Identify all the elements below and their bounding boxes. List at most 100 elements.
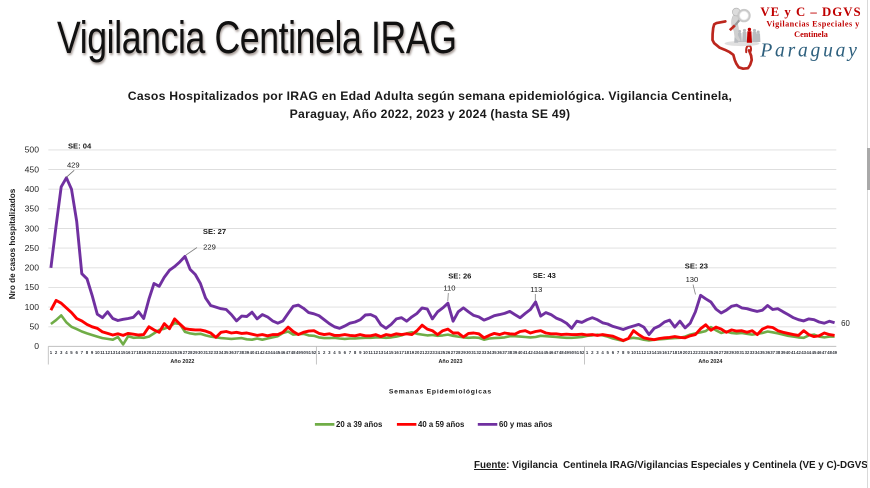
svg-text:SE: 43: SE: 43 [533,271,556,280]
svg-text:60 y mas años: 60 y mas años [499,420,553,429]
svg-text:51: 51 [574,350,579,355]
svg-text:48: 48 [559,350,564,355]
svg-text:500: 500 [25,145,40,155]
svg-text:25: 25 [172,350,177,355]
svg-text:8: 8 [622,350,625,355]
svg-text:43: 43 [801,350,806,355]
svg-text:6: 6 [612,350,615,355]
svg-text:7: 7 [349,350,352,355]
svg-text:40: 40 [786,350,791,355]
svg-text:38: 38 [776,350,781,355]
svg-text:19: 19 [678,350,683,355]
svg-text:46: 46 [281,350,286,355]
svg-text:130: 130 [686,275,699,284]
svg-text:2: 2 [591,350,594,355]
svg-text:31: 31 [203,350,208,355]
svg-text:2: 2 [323,350,326,355]
svg-text:18: 18 [672,350,677,355]
svg-text:Vigilancias Especiales y: Vigilancias Especiales y [766,19,860,28]
svg-text:15: 15 [121,350,126,355]
svg-text:40 a 59 años: 40 a 59 años [418,420,465,429]
svg-text:47: 47 [286,350,291,355]
svg-text:24: 24 [703,350,708,355]
svg-text:13: 13 [647,350,652,355]
svg-text:Año 2022: Año 2022 [170,359,194,365]
svg-text:110: 110 [443,284,455,293]
svg-text:13: 13 [110,350,115,355]
svg-text:48: 48 [291,350,296,355]
svg-text:0: 0 [34,341,39,351]
svg-text:15: 15 [389,350,394,355]
svg-text:30: 30 [734,350,739,355]
svg-text:10: 10 [363,350,368,355]
svg-text:32: 32 [745,350,750,355]
svg-text:1: 1 [586,350,589,355]
svg-text:2: 2 [55,350,58,355]
svg-text:Año 2023: Año 2023 [439,359,463,365]
svg-text:50: 50 [301,350,306,355]
svg-text:35: 35 [224,350,229,355]
svg-text:52: 52 [312,350,317,355]
svg-text:4: 4 [333,350,336,355]
svg-text:29: 29 [193,350,198,355]
svg-text:38: 38 [239,350,244,355]
svg-text:33: 33 [750,350,755,355]
svg-text:26: 26 [177,350,182,355]
svg-text:20: 20 [683,350,688,355]
svg-text:450: 450 [25,164,40,174]
svg-text:4: 4 [65,350,68,355]
svg-text:26: 26 [446,350,451,355]
svg-text:52: 52 [580,350,585,355]
svg-text:25: 25 [709,350,714,355]
svg-text:37: 37 [770,350,775,355]
svg-text:43: 43 [265,350,270,355]
svg-text:16: 16 [394,350,399,355]
svg-text:44: 44 [538,350,543,355]
svg-text:30: 30 [466,350,471,355]
svg-text:229: 229 [203,242,216,251]
svg-text:49: 49 [296,350,301,355]
svg-text:3: 3 [328,350,331,355]
svg-text:60: 60 [841,319,850,328]
svg-text:100: 100 [25,302,40,312]
svg-text:36: 36 [229,350,234,355]
svg-text:44: 44 [270,350,275,355]
svg-text:11: 11 [368,350,373,355]
svg-text:14: 14 [384,350,389,355]
svg-text:29: 29 [729,350,734,355]
svg-text:VE y C – DGVS: VE y C – DGVS [760,5,861,19]
svg-text:46: 46 [549,350,554,355]
svg-text:27: 27 [183,350,188,355]
svg-text:8: 8 [354,350,357,355]
svg-text:6: 6 [344,350,347,355]
svg-text:20: 20 [147,350,152,355]
svg-text:5: 5 [70,350,73,355]
svg-text:48: 48 [827,350,832,355]
svg-text:44: 44 [806,350,811,355]
svg-text:21: 21 [688,350,693,355]
svg-text:49: 49 [564,350,569,355]
svg-text:42: 42 [796,350,801,355]
svg-text:26: 26 [714,350,719,355]
svg-text:Semanas Epidemiológicas: Semanas Epidemiológicas [389,388,492,395]
svg-text:Nro de casos hospitalizados: Nro de casos hospitalizados [8,188,17,299]
svg-text:250: 250 [25,243,40,253]
svg-text:113: 113 [530,285,542,294]
svg-text:150: 150 [25,282,40,292]
svg-text:Año 2024: Año 2024 [698,359,722,365]
svg-text:28: 28 [724,350,729,355]
svg-text:22: 22 [693,350,698,355]
svg-text:51: 51 [306,350,311,355]
svg-text:35: 35 [760,350,765,355]
svg-text:43: 43 [533,350,538,355]
svg-text:SE: 23: SE: 23 [685,261,708,270]
svg-text:11: 11 [636,350,641,355]
svg-text:23: 23 [698,350,703,355]
svg-text:34: 34 [755,350,760,355]
svg-text:17: 17 [667,350,672,355]
svg-text:39: 39 [244,350,249,355]
svg-text:38: 38 [507,350,512,355]
svg-text:18: 18 [136,350,141,355]
svg-text:7: 7 [617,350,620,355]
svg-text:Paraguay: Paraguay [759,41,859,62]
